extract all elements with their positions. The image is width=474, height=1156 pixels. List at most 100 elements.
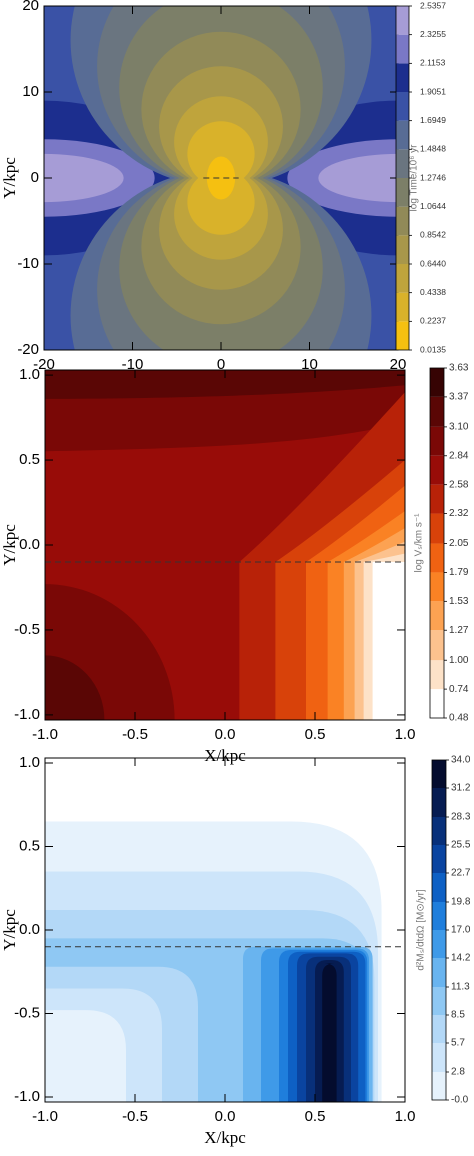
colorbar-tick-label: 11.3 — [451, 982, 470, 993]
y-tick-label: 0.5 — [19, 837, 40, 854]
colorbar-band — [430, 426, 444, 456]
colorbar-tick-label: 1.27 — [449, 625, 469, 636]
colorbar-band — [430, 396, 444, 427]
colorbar-tick-label: 31.2 — [451, 783, 471, 794]
colorbar-tick-label: 2.32 — [449, 508, 469, 519]
colorbar-tick-label: 1.53 — [449, 596, 469, 607]
y-axis-label: Y/kpc — [0, 909, 19, 951]
y-tick-label: 0.5 — [19, 451, 40, 468]
contour-band — [187, 121, 255, 187]
y-tick-label: -0.5 — [14, 621, 40, 638]
colorbar-band — [432, 1015, 446, 1043]
colorbar-band — [396, 264, 409, 293]
x-axis-label: X/kpc — [204, 1128, 246, 1147]
y-tick-label: -10 — [17, 255, 39, 272]
y-tick-label: 0.0 — [19, 921, 40, 938]
x-tick-label: 0.0 — [215, 1108, 236, 1125]
contour-band — [45, 1010, 126, 1102]
y-tick-label: 10 — [22, 83, 39, 100]
x-tick-label: 0.0 — [215, 726, 236, 743]
colorbar-band — [430, 572, 444, 602]
x-tick-label: 0.5 — [305, 726, 326, 743]
colorbar-tick-label: 25.5 — [451, 840, 471, 851]
colorbar-tick-label: 1.79 — [449, 567, 469, 578]
x-tick-label: 10 — [301, 356, 318, 373]
colorbar-tick-label: 3.10 — [449, 422, 469, 433]
colorbar-tick-label: 5.7 — [451, 1038, 465, 1049]
colorbar-band — [432, 958, 446, 987]
colorbar-band — [396, 120, 409, 150]
colorbar-tick-label: 0.2237 — [420, 316, 446, 326]
colorbar-band — [396, 6, 409, 35]
colorbar-tick-label: 17.0 — [451, 925, 471, 936]
contour-map — [45, 370, 405, 720]
colorbar-tick-label: 14.2 — [451, 953, 471, 964]
contour-map — [44, 6, 398, 350]
colorbar-frame — [429, 367, 445, 719]
colorbar-band — [432, 1072, 446, 1100]
colorbar-band — [432, 788, 446, 817]
colorbar-band — [432, 817, 446, 845]
colorbar-tick-label: 1.4848 — [420, 144, 446, 154]
colorbar-band — [396, 34, 409, 64]
colorbar-band — [430, 368, 444, 397]
colorbar-tick-label: 2.1153 — [420, 58, 446, 68]
colorbar-band — [396, 235, 409, 265]
colorbar-tick-label: 0.0135 — [420, 344, 446, 354]
colorbar-tick-label: 1.2746 — [420, 172, 446, 182]
colorbar-tick-label: 34.0 — [451, 755, 471, 766]
colorbar-band — [432, 902, 446, 930]
y-tick-label: -0.5 — [14, 1004, 40, 1021]
colorbar-band — [430, 543, 444, 573]
colorbar-band — [432, 845, 446, 873]
y-tick-label: 20 — [22, 0, 39, 14]
x-tick-label: -1.0 — [32, 1108, 58, 1125]
colorbar-tick-label: 2.3255 — [420, 29, 446, 39]
colorbar-tick-label: -0.0 — [451, 1095, 469, 1106]
colorbar-band — [432, 760, 446, 788]
x-tick-label: -1.0 — [32, 726, 58, 743]
colorbar-label: log Time/10⁶ yr — [409, 144, 420, 212]
colorbar-band — [430, 513, 444, 544]
colorbar-band — [430, 660, 444, 690]
x-tick-label: -10 — [122, 356, 144, 373]
x-tick-label: 1.0 — [395, 1108, 416, 1125]
colorbar-tick-label: 1.6949 — [420, 115, 446, 125]
colorbar-tick-label: 2.05 — [449, 538, 469, 549]
colorbar-tick-label: 1.9051 — [420, 86, 446, 96]
colorbar-band — [396, 321, 409, 350]
colorbar-tick-label: 0.4338 — [420, 287, 446, 297]
y-tick-label: -1.0 — [14, 706, 40, 723]
colorbar-tick-label: 0.6440 — [420, 258, 446, 268]
colorbar-tick-label: 0.8542 — [420, 230, 446, 240]
colorbar-band — [430, 689, 444, 718]
colorbar-band — [430, 455, 444, 485]
colorbar-tick-label: 1.00 — [449, 655, 469, 666]
colorbar-tick-label: 2.84 — [449, 450, 469, 461]
y-tick-label: 0.0 — [19, 536, 40, 553]
x-tick-label: 20 — [390, 356, 407, 373]
colorbar-tick-label: 0.74 — [449, 684, 469, 695]
colorbar-tick-label: 2.58 — [449, 479, 469, 490]
x-tick-label: 0 — [217, 356, 225, 373]
colorbar-tick-label: 8.5 — [451, 1010, 465, 1021]
colorbar-band — [396, 149, 409, 178]
contour-band — [44, 153, 124, 203]
colorbar-band — [396, 178, 409, 207]
x-tick-label: -20 — [33, 356, 55, 373]
colorbar-band — [432, 930, 446, 958]
contour-band — [318, 153, 398, 203]
colorbar-band — [396, 63, 409, 93]
colorbar-band — [432, 873, 446, 902]
colorbar-label: log Vₛ/km s⁻¹ — [414, 513, 425, 573]
colorbar-band — [396, 292, 409, 322]
contour-band — [206, 156, 236, 200]
colorbar-label: d²Mₛ/dtdΩ [M⊙/yr] — [416, 889, 427, 970]
x-tick-label: -0.5 — [122, 1108, 148, 1125]
x-tick-label: -0.5 — [122, 726, 148, 743]
colorbar-band — [430, 601, 444, 631]
colorbar-band — [396, 206, 409, 236]
y-tick-label: -20 — [17, 341, 39, 358]
colorbar-band — [430, 630, 444, 661]
